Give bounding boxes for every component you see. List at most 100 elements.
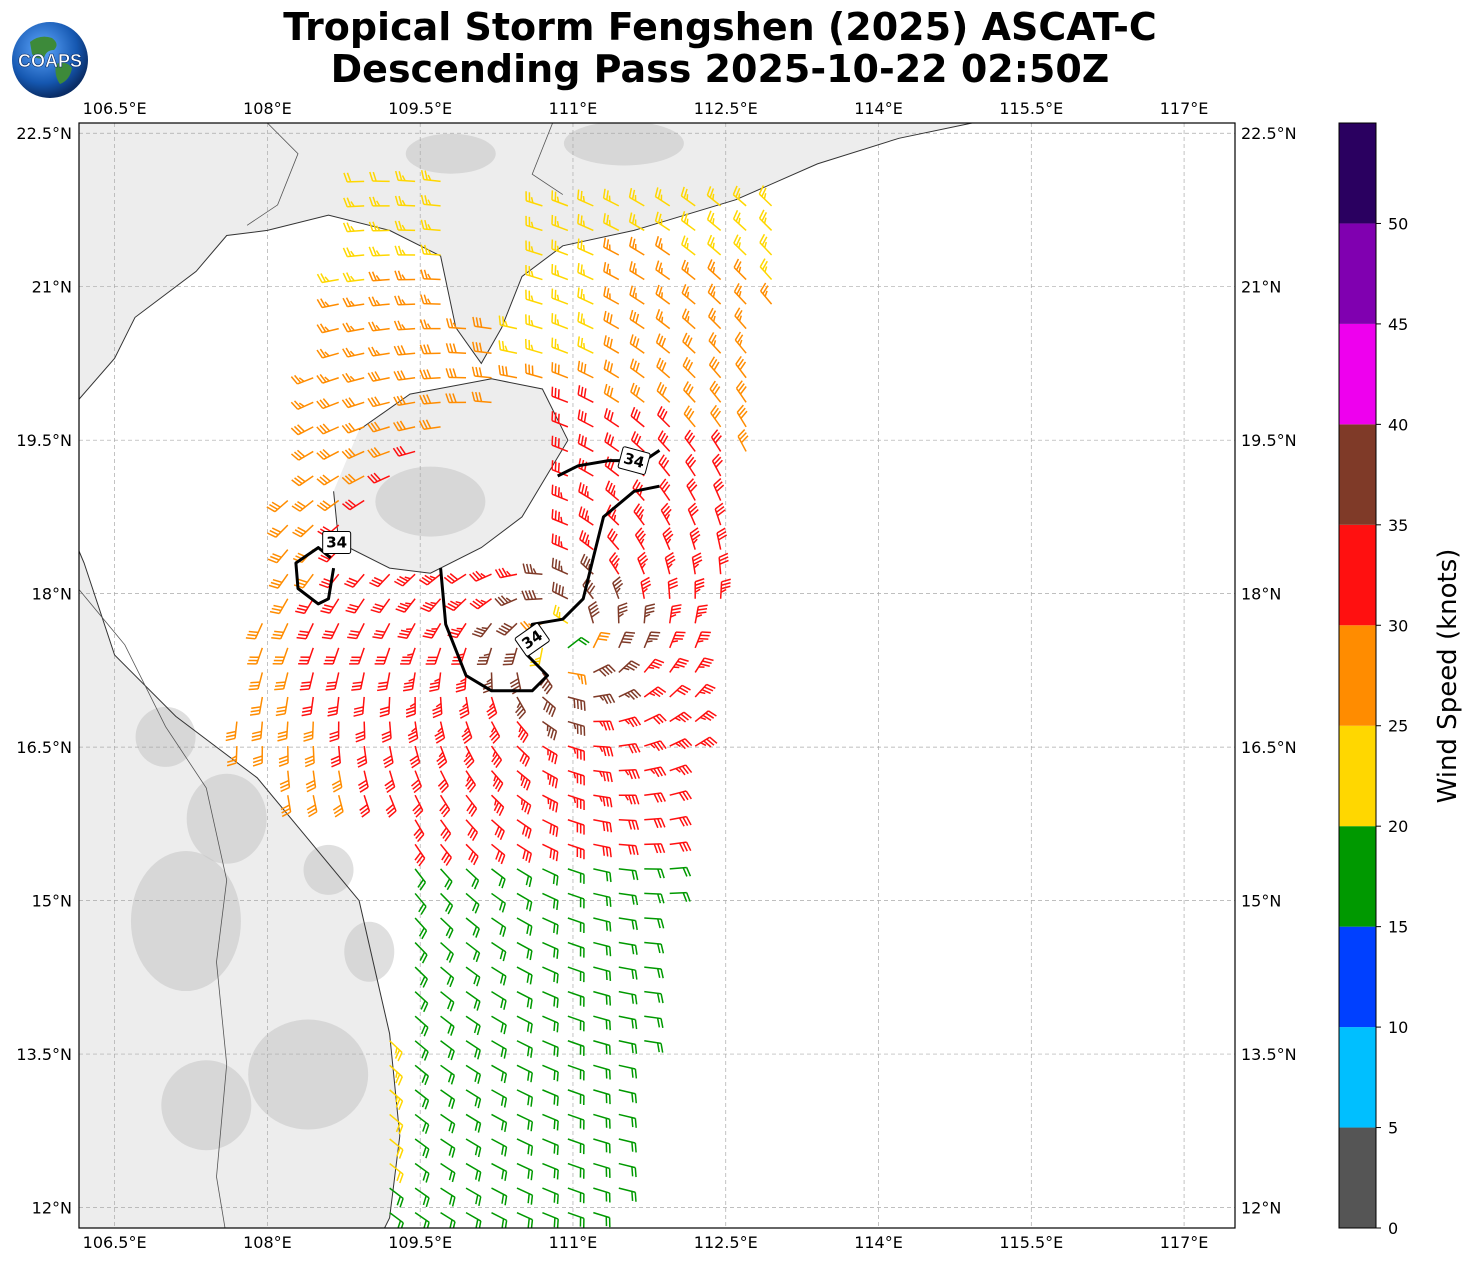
- wind-barb: [439, 843, 452, 866]
- wind-barb: [425, 647, 442, 665]
- wind-barb: [316, 273, 339, 284]
- wind-barb: [593, 966, 612, 981]
- wind-barb: [358, 770, 369, 793]
- wind-barb: [325, 672, 340, 691]
- wind-barb: [567, 671, 587, 685]
- wind-barb: [551, 214, 569, 232]
- lon-tick-label-top: 112.5°E: [694, 99, 758, 118]
- wind-barb: [567, 769, 585, 786]
- wind-barb: [374, 647, 391, 665]
- wind-barb: [551, 460, 569, 477]
- wind-barb: [593, 745, 614, 757]
- wind-barb: [440, 868, 453, 891]
- wind-barb: [668, 604, 682, 624]
- wind-barb: [593, 769, 613, 783]
- wind-barb: [567, 794, 585, 811]
- colorbar-segment: [1339, 826, 1376, 927]
- wind-barb: [618, 1187, 637, 1202]
- wind-barb: [323, 647, 340, 665]
- lat-tick-label-right: 13.5°N: [1241, 1045, 1297, 1064]
- colorbar-segment: [1339, 625, 1376, 726]
- wind-barb: [342, 272, 365, 283]
- wind-barb: [248, 672, 264, 691]
- wind-barb: [476, 647, 493, 665]
- wind-barb: [490, 819, 505, 841]
- wind-barb: [465, 819, 479, 842]
- contour-label: 34: [617, 446, 651, 475]
- lon-tick-label-top: 108°E: [243, 99, 292, 118]
- wind-barb: [420, 194, 441, 207]
- wind-barb: [644, 892, 665, 904]
- wind-barb: [389, 1138, 404, 1159]
- wind-barb: [306, 795, 318, 818]
- wind-barb: [618, 768, 640, 780]
- wind-barb: [440, 1089, 456, 1109]
- wind-barb: [629, 334, 645, 354]
- wind-barb: [542, 892, 559, 911]
- wind-barb: [440, 892, 454, 915]
- wind-barb: [367, 321, 390, 332]
- wind-barb: [551, 190, 569, 207]
- wind-barb: [393, 345, 416, 356]
- wind-barb: [491, 1113, 508, 1133]
- wind-barb: [290, 424, 314, 436]
- wind-barb: [618, 1064, 638, 1079]
- wind-barb: [542, 1187, 559, 1205]
- wind-barb: [342, 247, 365, 258]
- wind-barb: [593, 720, 615, 731]
- wind-barb: [643, 603, 656, 624]
- wind-barb: [491, 1015, 507, 1035]
- wind-barb: [368, 296, 390, 307]
- wind-barb: [491, 868, 506, 889]
- wind-barb: [710, 429, 722, 452]
- terrain-shade: [135, 706, 196, 767]
- wind-barb: [303, 721, 315, 742]
- gridlines: [79, 123, 1235, 1228]
- wind-barb: [349, 647, 365, 665]
- wind-barb: [440, 1015, 455, 1036]
- wind-barb: [542, 1089, 559, 1106]
- wind-barb: [367, 472, 390, 484]
- wind-barb: [633, 503, 645, 526]
- wind-barb: [683, 405, 696, 428]
- terrain-shade: [405, 133, 496, 174]
- wind-barb: [542, 1015, 559, 1033]
- lon-tick-label-bottom: 109.5°E: [388, 1233, 452, 1252]
- wind-barb: [353, 696, 365, 717]
- wind-barb: [685, 453, 697, 477]
- wind-barb: [525, 191, 543, 207]
- wind-barb: [542, 868, 559, 886]
- wind-barb: [414, 1040, 429, 1061]
- wind-barb: [669, 841, 692, 852]
- wind-barb: [419, 319, 441, 330]
- wind-barb: [389, 1089, 404, 1111]
- wind-barb: [341, 397, 365, 409]
- colorbar-label: Wind Speed (knots): [1433, 549, 1463, 804]
- wind-barb: [577, 433, 594, 453]
- wind-barb: [629, 261, 645, 281]
- wind-barb: [759, 233, 773, 256]
- wind-barb: [694, 657, 714, 673]
- wind-barb: [637, 551, 649, 575]
- terrain-shade: [563, 123, 684, 166]
- colorbar-tick-label: 25: [1388, 717, 1408, 736]
- wind-barb: [567, 1211, 585, 1228]
- wind-barb: [542, 1040, 559, 1057]
- wind-barb: [630, 406, 645, 428]
- wind-barb: [269, 598, 289, 615]
- wind-barb: [567, 1162, 585, 1179]
- wind-barb: [644, 843, 666, 854]
- wind-barb: [603, 262, 620, 281]
- wind-barb: [551, 313, 569, 330]
- wind-barb: [320, 598, 340, 614]
- wind-barb: [567, 1040, 585, 1056]
- wind-barb: [681, 284, 696, 305]
- wind-barb: [691, 552, 703, 575]
- lon-tick-label-bottom: 111°E: [549, 1233, 598, 1252]
- wind-barb: [567, 696, 586, 711]
- wind-barb: [369, 171, 390, 183]
- wind-barb: [407, 721, 419, 744]
- terrain-shade: [130, 851, 241, 992]
- wind-barb: [332, 795, 344, 818]
- wind-barb: [735, 380, 747, 403]
